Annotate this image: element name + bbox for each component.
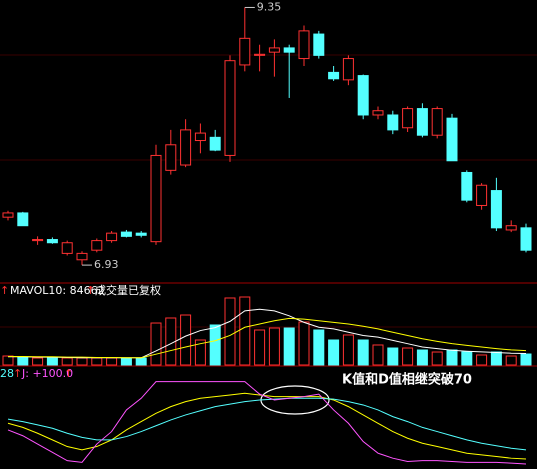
arrow-icon: ↑ [0, 284, 9, 297]
candle-body [342, 58, 354, 81]
candle-body [120, 231, 132, 237]
volume-bar [446, 349, 458, 366]
volume-bar [224, 297, 236, 366]
volume-bar [283, 327, 295, 366]
volume-bar [520, 353, 532, 366]
volume-bar [372, 344, 384, 366]
kdj-line [7, 397, 527, 451]
volume-bar [313, 329, 325, 366]
candle-body [387, 114, 399, 131]
volume-bar [357, 339, 369, 366]
volume-bar [76, 357, 88, 366]
volume-bar [328, 339, 340, 366]
volume-bar [46, 356, 58, 366]
volume-bar [61, 357, 73, 366]
candle-body [416, 108, 428, 136]
volume-bar [505, 355, 517, 366]
volume-bar [476, 354, 488, 366]
candle-body [490, 190, 502, 229]
candle-body [313, 33, 325, 56]
volume-bar [2, 355, 14, 366]
candle-body [461, 171, 473, 201]
candle-body [61, 242, 73, 254]
candle-body [446, 117, 458, 162]
candle-body [32, 239, 44, 242]
annotation: K值和D值相继突破70 [342, 372, 472, 388]
arrow-icon: ↑ [86, 284, 95, 297]
candle-body [268, 47, 280, 53]
volume-ma-line [8, 317, 527, 359]
volume-bar [150, 322, 162, 366]
high-label: 9.35 [257, 0, 282, 13]
candle-body [150, 154, 162, 243]
candle-body [2, 212, 14, 218]
candle-body [135, 232, 147, 236]
candle-body [224, 60, 236, 156]
candle-body [106, 232, 118, 242]
volume-bar [402, 347, 414, 366]
candle-body [209, 136, 221, 151]
volume-bar [120, 357, 132, 366]
volume-bar [416, 349, 428, 366]
volume-bar [431, 351, 443, 366]
candle-body [91, 240, 103, 251]
candle-body [520, 227, 532, 251]
k-header: 28 [0, 367, 14, 380]
volume-bar [135, 357, 147, 366]
volume-bar [490, 351, 502, 366]
volume-bar [239, 296, 251, 366]
candle-body [180, 129, 192, 166]
candle-body [194, 132, 206, 142]
candle-body [46, 239, 58, 244]
candle-body [239, 37, 251, 66]
arrow-icon: ↑ [13, 367, 22, 380]
volume-bar [32, 357, 44, 366]
volume-bar [461, 351, 473, 366]
volume-bar [254, 329, 266, 366]
volume-bar [180, 314, 192, 366]
candle-body [17, 212, 29, 227]
low-label: 6.93 [94, 258, 119, 271]
volume-bar [268, 327, 280, 366]
candle-body [431, 108, 443, 136]
candle-body [254, 53, 266, 56]
volume-bar [342, 334, 354, 366]
candle-body [165, 144, 177, 171]
candle-body [505, 225, 517, 231]
volume-note: 成交量已复权 [95, 283, 161, 297]
volume-bar [17, 356, 29, 366]
kdj-line [7, 381, 527, 465]
candle-body [357, 75, 369, 116]
candle-body [328, 71, 340, 80]
volume-bar [298, 321, 310, 366]
volume-bar [194, 339, 206, 366]
arrow-icon: ↑ [64, 367, 73, 380]
volume-bar [387, 347, 399, 366]
volume-header: MAVOL10: 84662 [10, 284, 105, 297]
candle-body [402, 108, 414, 129]
volume-bar [209, 324, 221, 366]
candle-body [283, 47, 295, 53]
candle-body [372, 110, 384, 116]
candle-body [298, 30, 310, 60]
candle-body [76, 252, 88, 261]
volume-bar [91, 357, 103, 366]
j-header: J: +100.0 [21, 367, 73, 380]
volume-bar [106, 357, 118, 366]
candle-body [476, 184, 488, 206]
